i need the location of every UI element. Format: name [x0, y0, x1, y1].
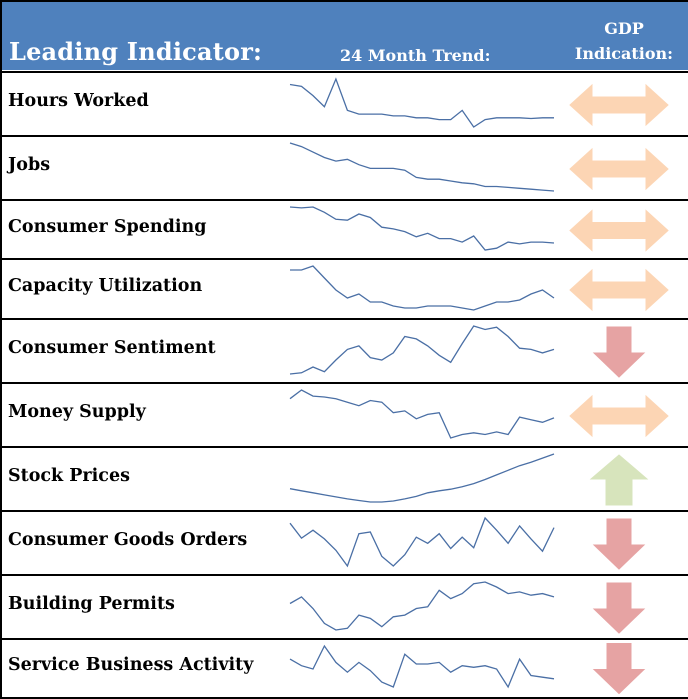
trend-line — [290, 646, 554, 687]
trend-sparkline — [286, 579, 558, 633]
indicator-label: Consumer Goods Orders — [8, 530, 247, 550]
down-arrow-icon-shape — [594, 519, 644, 569]
table-row: Building Permits — [2, 574, 688, 638]
trend-line — [290, 390, 554, 438]
down-arrow-icon — [564, 642, 674, 695]
trend-line — [290, 79, 554, 127]
trend-sparkline — [286, 643, 558, 690]
table-row: Hours Worked — [2, 71, 688, 135]
table-row: Stock Prices — [2, 446, 688, 510]
up-arrow-icon — [564, 450, 674, 510]
down-arrow-icon-shape — [594, 644, 644, 694]
indicator-label: Jobs — [8, 155, 50, 175]
down-arrow-icon-shape — [594, 583, 644, 633]
trend-sparkline — [286, 204, 558, 253]
trend-sparkline — [286, 263, 558, 313]
trend-line — [290, 143, 554, 191]
table-row: Consumer Spending — [2, 199, 688, 258]
double-arrow-icon-shape — [570, 211, 668, 251]
indicator-label: Consumer Spending — [8, 217, 206, 237]
double-arrow-icon-shape — [570, 149, 668, 189]
trend-line — [290, 266, 554, 310]
trend-line — [290, 207, 554, 250]
up-arrow-icon-shape — [591, 455, 647, 505]
double-arrow-icon — [564, 203, 674, 258]
trend-sparkline — [286, 76, 558, 130]
indicator-label: Stock Prices — [8, 466, 130, 486]
header-trend: 24 Month Trend: — [340, 46, 491, 65]
table-row: Money Supply — [2, 382, 688, 446]
double-arrow-icon — [564, 139, 674, 199]
header-leading-indicator: Leading Indicator: — [9, 37, 262, 66]
indicator-table: Leading Indicator: 24 Month Trend: GDP I… — [0, 0, 688, 699]
down-arrow-icon — [564, 514, 674, 574]
table-row: Consumer Goods Orders — [2, 510, 688, 574]
trend-line — [290, 518, 554, 566]
table-row: Jobs — [2, 135, 688, 199]
indicator-label: Building Permits — [8, 594, 175, 614]
header-gdp-line1: GDP — [568, 16, 680, 41]
trend-sparkline — [286, 323, 558, 377]
header-gdp-line2: Indication: — [568, 41, 680, 66]
indicator-label: Service Business Activity — [8, 655, 253, 675]
down-arrow-icon — [564, 322, 674, 382]
trend-sparkline — [286, 140, 558, 194]
trend-sparkline — [286, 515, 558, 569]
double-arrow-icon-shape — [570, 270, 668, 310]
table-row: Consumer Sentiment — [2, 318, 688, 382]
double-arrow-icon-shape — [570, 85, 668, 125]
table-row: Service Business Activity — [2, 638, 688, 695]
trend-line — [290, 582, 554, 630]
indicator-label: Consumer Sentiment — [8, 338, 216, 358]
down-arrow-icon-shape — [594, 327, 644, 377]
trend-line — [290, 454, 554, 502]
double-arrow-icon-shape — [570, 396, 668, 436]
double-arrow-icon — [564, 75, 674, 135]
header-gdp-indication: GDP Indication: — [568, 16, 680, 66]
indicator-label: Hours Worked — [8, 91, 149, 111]
table-header: Leading Indicator: 24 Month Trend: GDP I… — [2, 2, 688, 70]
double-arrow-icon — [564, 262, 674, 318]
trend-sparkline — [286, 387, 558, 441]
trend-line — [290, 326, 554, 374]
indicator-label: Capacity Utilization — [8, 276, 202, 296]
table-row: Capacity Utilization — [2, 258, 688, 318]
indicator-label: Money Supply — [8, 402, 146, 422]
down-arrow-icon — [564, 578, 674, 638]
trend-sparkline — [286, 451, 558, 505]
double-arrow-icon — [564, 386, 674, 446]
